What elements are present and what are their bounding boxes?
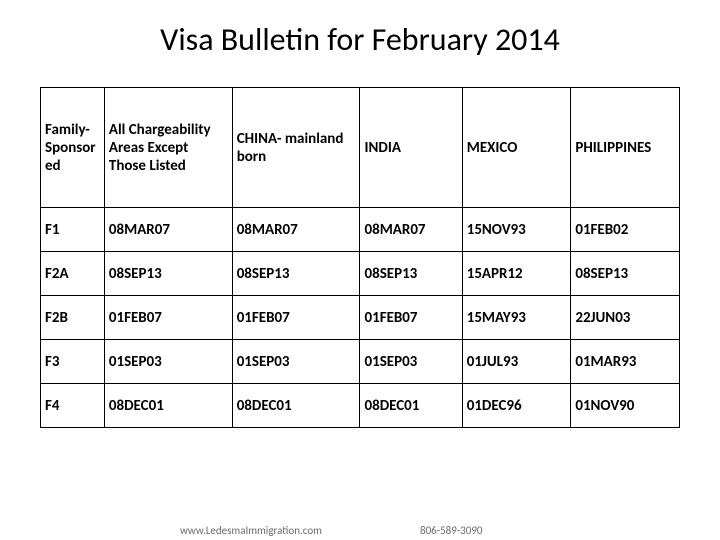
cell-category: F2A (41, 252, 105, 296)
footer-phone: 806-589-3090 (420, 524, 483, 537)
table-row: F1 08MAR07 08MAR07 08MAR07 15NOV93 01FEB… (41, 208, 680, 252)
cell-value: 08MAR07 (360, 208, 462, 252)
cell-value: 08SEP13 (104, 252, 232, 296)
cell-value: 08SEP13 (571, 252, 680, 296)
cell-value: 08MAR07 (232, 208, 360, 252)
slide: Visa Bulletin for February 2014 Family- … (0, 0, 720, 540)
cell-value: 22JUN03 (571, 296, 680, 340)
table-row: F4 08DEC01 08DEC01 08DEC01 01DEC96 01NOV… (41, 384, 680, 428)
cell-value: 08DEC01 (104, 384, 232, 428)
cell-value: 01FEB07 (104, 296, 232, 340)
col-header-mexico: MEXICO (462, 88, 571, 208)
cell-category: F3 (41, 340, 105, 384)
cell-value: 08SEP13 (232, 252, 360, 296)
cell-value: 01SEP03 (360, 340, 462, 384)
cell-value: 01DEC96 (462, 384, 571, 428)
cell-value: 08SEP13 (360, 252, 462, 296)
cell-value: 01FEB07 (360, 296, 462, 340)
col-header-family: Family- Sponsor ed (41, 88, 105, 208)
table-header-row: Family- Sponsor ed All Chargeability Are… (41, 88, 680, 208)
col-header-philippines: PHILIPPINES (571, 88, 680, 208)
table-row: F3 01SEP03 01SEP03 01SEP03 01JUL93 01MAR… (41, 340, 680, 384)
cell-value: 01NOV90 (571, 384, 680, 428)
table-row: F2A 08SEP13 08SEP13 08SEP13 15APR12 08SE… (41, 252, 680, 296)
footer-website: www.LedesmaImmigration.com (180, 524, 322, 537)
cell-value: 15APR12 (462, 252, 571, 296)
cell-category: F4 (41, 384, 105, 428)
cell-value: 15MAY93 (462, 296, 571, 340)
visa-bulletin-table: Family- Sponsor ed All Chargeability Are… (40, 87, 680, 428)
col-header-india: INDIA (360, 88, 462, 208)
cell-category: F2B (41, 296, 105, 340)
cell-value: 01FEB07 (232, 296, 360, 340)
cell-value: 08MAR07 (104, 208, 232, 252)
page-title: Visa Bulletin for February 2014 (40, 20, 680, 59)
cell-value: 01SEP03 (232, 340, 360, 384)
col-header-all-chargeability: All Chargeability Areas Except Those Lis… (104, 88, 232, 208)
cell-value: 08DEC01 (232, 384, 360, 428)
cell-value: 08DEC01 (360, 384, 462, 428)
cell-value: 01MAR93 (571, 340, 680, 384)
cell-value: 01SEP03 (104, 340, 232, 384)
cell-value: 01FEB02 (571, 208, 680, 252)
cell-value: 01JUL93 (462, 340, 571, 384)
col-header-china: CHINA- mainland born (232, 88, 360, 208)
table-row: F2B 01FEB07 01FEB07 01FEB07 15MAY93 22JU… (41, 296, 680, 340)
cell-category: F1 (41, 208, 105, 252)
cell-value: 15NOV93 (462, 208, 571, 252)
